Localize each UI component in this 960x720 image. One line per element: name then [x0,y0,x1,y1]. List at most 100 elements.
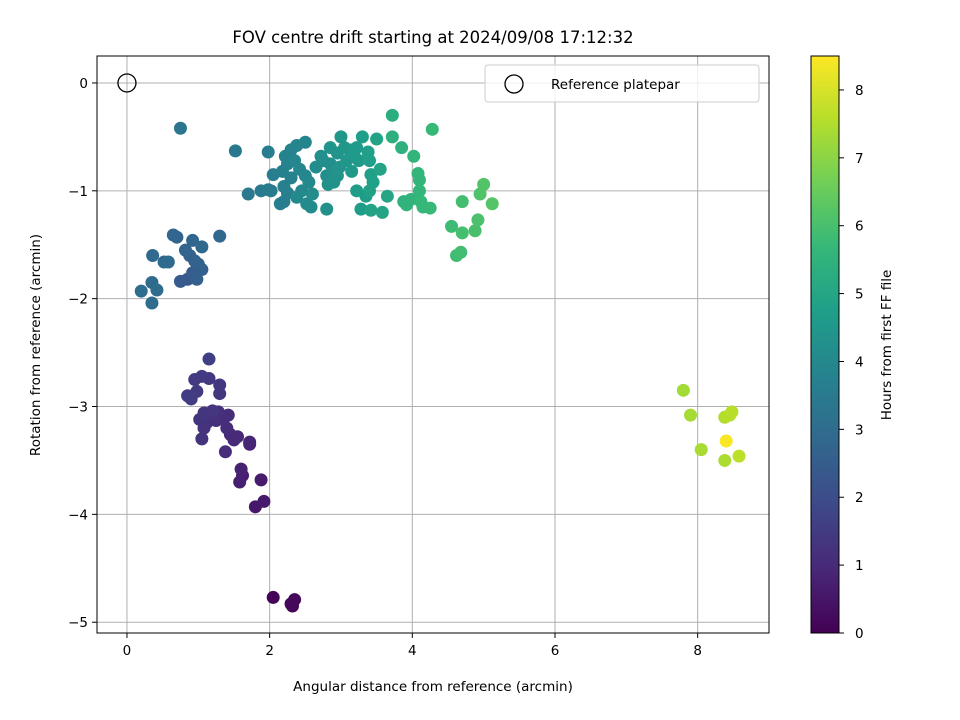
reference-point [117,73,137,93]
data-point [370,132,384,146]
data-point [732,449,746,463]
data-point [304,200,318,214]
data-point [173,274,187,288]
data-point [363,184,377,198]
data-point [233,475,247,489]
data-point [166,228,180,242]
x-axis-ticks: 0 2 4 6 8 [123,633,702,659]
legend: Reference platepar [484,64,760,103]
data-point [134,284,148,298]
y-tick-label: −5 [68,615,88,631]
colorbar-label: Hours from first FF file [879,270,895,421]
data-point [455,226,469,240]
legend-entry-reference: Reference platepar [551,77,680,93]
data-point [412,173,426,187]
data-point [277,179,291,193]
data-point [243,435,257,449]
colorbar-tick-label: 2 [855,490,864,506]
data-point [355,130,369,144]
data-point [694,443,708,457]
colorbar-tick-label: 3 [855,422,864,438]
colorbar-ticks: 0 1 2 3 4 5 6 7 8 [839,83,864,642]
data-point [485,197,499,211]
data-point [186,233,200,247]
data-point [202,352,216,366]
data-point [404,192,418,206]
data-point [354,202,368,216]
colorbar-tick-label: 0 [855,626,864,642]
data-point [234,462,248,476]
data-point [146,249,160,263]
colorbar: 0 1 2 3 4 5 6 7 8 Hours from first FF file [810,55,895,642]
y-tick-label: −2 [68,292,88,308]
data-point [412,184,426,198]
data-point [385,130,399,144]
x-tick-label: 6 [551,643,560,659]
data-point [380,189,394,203]
data-point [190,272,204,286]
data-point [173,121,187,135]
colorbar-tick-label: 1 [855,558,864,574]
data-point [195,432,209,446]
data-point [407,149,421,163]
data-point [290,190,304,204]
data-point [150,283,164,297]
data-point [302,175,316,189]
data-point [471,213,485,227]
data-point [314,149,328,163]
data-point [375,205,389,219]
data-point [363,154,377,168]
data-point [455,195,469,209]
legend-marker [504,74,524,94]
colorbar-gradient [810,55,840,634]
data-point [273,197,287,211]
x-tick-label: 4 [408,643,417,659]
reference-marker [117,73,137,93]
data-point [184,392,198,406]
y-tick-label: −3 [68,400,88,416]
colorbar-tick-label: 5 [855,287,864,303]
data-point [241,187,255,201]
data-point [218,445,232,459]
data-point [320,202,334,216]
data-point [188,373,202,387]
y-tick-label: 0 [79,76,88,92]
legend-box [484,64,760,103]
data-point [145,296,159,310]
x-tick-label: 2 [265,643,274,659]
data-point [373,162,387,176]
data-point [725,405,739,419]
data-point [284,597,298,611]
x-tick-label: 0 [123,643,132,659]
y-tick-label: −4 [68,507,88,523]
data-point [161,255,175,269]
data-point [213,229,227,243]
data-point [477,177,491,191]
data-point [345,164,359,178]
data-point [445,219,459,233]
data-point [266,590,280,604]
colorbar-tick-label: 4 [855,354,864,370]
x-axis-label: Angular distance from reference (arcmin) [293,679,573,695]
x-tick-label: 8 [693,643,702,659]
data-point [178,243,192,257]
data-point [261,145,275,159]
chart-title: FOV centre drift starting at 2024/09/08 … [232,28,633,47]
data-point [352,154,366,168]
data-point [395,141,409,155]
data-point [719,434,733,448]
data-point [257,494,271,508]
data-point [298,135,312,149]
data-point [350,141,364,155]
plot-frame [96,55,770,634]
data-point [684,408,698,422]
data-point [425,122,439,136]
y-tick-label: −1 [68,184,88,200]
data-point [305,187,319,201]
data-point [454,245,468,259]
y-axis-label: Rotation from reference (arcmin) [28,234,44,456]
data-point [227,433,241,447]
data-point [254,473,268,487]
colorbar-tick-label: 6 [855,219,864,235]
